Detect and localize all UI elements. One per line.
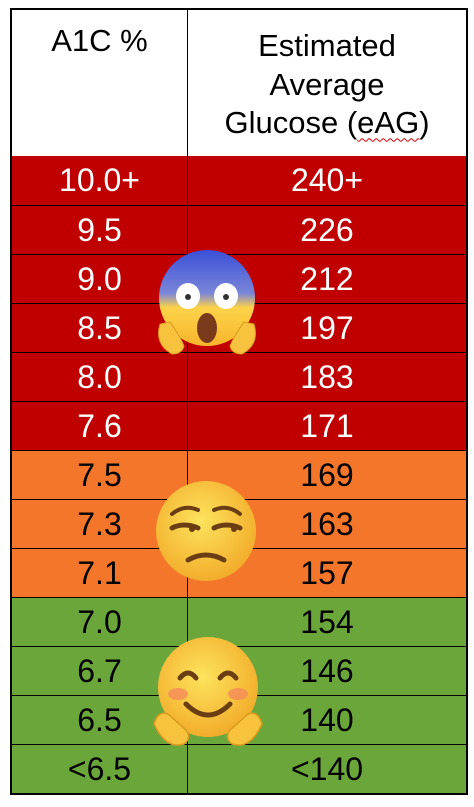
table-row: 7.5 169 [12, 450, 466, 499]
a1c-value: 8.0 [12, 353, 188, 401]
eag-value: 157 [300, 554, 354, 591]
unamused-face-icon [156, 481, 256, 581]
a1c-value: 7.5 [12, 451, 188, 499]
table-row: 7.0 154 [12, 597, 466, 646]
a1c-value: 7.6 [12, 402, 188, 450]
a1c-value: <6.5 [12, 745, 188, 793]
eag-value: 212 [300, 260, 354, 297]
table-row: 8.0 183 [12, 352, 466, 401]
table-row: 10.0+ 240+ [12, 156, 466, 205]
screaming-face-icon [158, 250, 256, 355]
a1c-value: 9.5 [12, 206, 188, 254]
eag-value: 226 [300, 211, 354, 248]
eag-value: 163 [300, 505, 354, 542]
header-eag: Estimated Average Glucose (eAG) [188, 10, 466, 156]
header-eag-line2: Average [269, 66, 385, 102]
eag-value: 146 [300, 652, 354, 689]
hugging-face-icon [153, 637, 263, 746]
eag-value: 154 [300, 603, 354, 640]
eag-value: 169 [300, 456, 354, 493]
eag-value: <140 [290, 750, 364, 787]
eag-value: 183 [300, 358, 354, 395]
a1c-value: 9.0 [12, 255, 188, 303]
eag-value: 240+ [290, 162, 364, 198]
eag-value: 197 [300, 309, 354, 346]
table-row: 7.6 171 [12, 401, 466, 450]
eag-value: 171 [300, 407, 354, 444]
a1c-value: 10.0+ [12, 156, 188, 205]
eag-value: 140 [300, 701, 354, 738]
table-row: <6.5 <140 [12, 744, 466, 793]
table-header-row: A1C % Estimated Average Glucose (eAG) [12, 10, 466, 156]
header-eag-line3: Glucose (eAG) [224, 105, 430, 141]
header-a1c: A1C % [12, 10, 188, 156]
a1c-value: 7.0 [12, 598, 188, 646]
header-eag-line1: Estimated [258, 27, 396, 63]
table-row: 9.5 226 [12, 205, 466, 254]
